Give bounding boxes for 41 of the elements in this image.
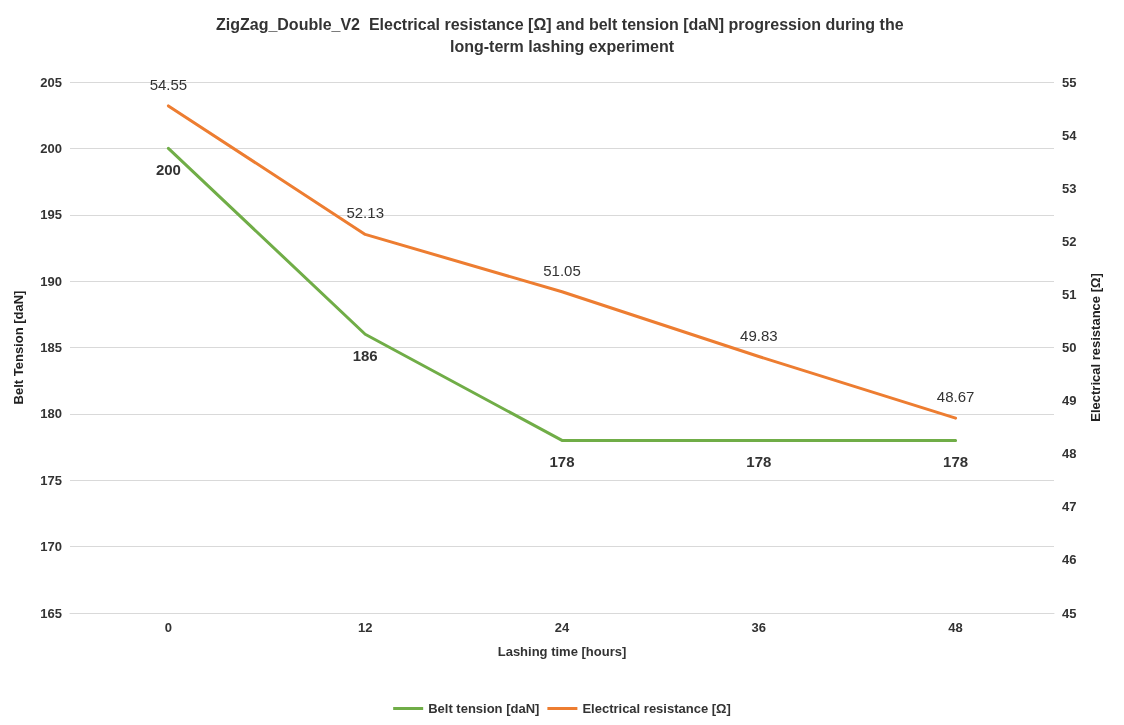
y2-tick-label: 46 xyxy=(1062,552,1077,568)
data-label: 51.05 xyxy=(543,261,581,279)
y-tick-label: 170 xyxy=(40,539,62,555)
y2-tick-label: 55 xyxy=(1062,74,1077,90)
y-tick-label: 180 xyxy=(40,406,62,422)
data-label: 52.13 xyxy=(346,204,384,222)
y2-tick-label: 49 xyxy=(1062,393,1077,409)
x-tick-label: 36 xyxy=(751,620,767,635)
data-label: 48.67 xyxy=(936,388,975,406)
chart-title: ZigZag_Double_V2 Electrical resistance [Ω] and belt tension [daN] progression during the long-term lashing experiment xyxy=(215,15,909,55)
y2-tick-label: 54 xyxy=(1062,127,1078,143)
legend-label: Electrical resistance [Ω] xyxy=(582,701,731,716)
y-tick-label: 175 xyxy=(40,472,62,488)
y2-tick-label: 52 xyxy=(1062,233,1077,249)
x-tick-label: 24 xyxy=(554,620,570,635)
y2-axis-title: Electrical resistance [Ω] xyxy=(1088,273,1103,422)
y-tick-label: 190 xyxy=(40,273,62,289)
x-tick-label: 0 xyxy=(164,620,173,635)
y2-tick-label: 53 xyxy=(1062,180,1077,196)
y-tick-label: 200 xyxy=(40,140,62,156)
x-axis-title: Lashing time [hours] xyxy=(497,644,627,659)
y2-tick-label: 50 xyxy=(1062,340,1077,355)
legend-label: Belt tension [daN] xyxy=(428,701,540,716)
y-tick-label: 185 xyxy=(40,340,62,355)
x-tick-label: 12 xyxy=(357,620,373,635)
data-label: 49.83 xyxy=(740,326,778,344)
y-tick-label: 165 xyxy=(40,605,62,621)
data-label: 54.55 xyxy=(149,75,188,93)
y-tick-label: 195 xyxy=(40,207,62,223)
data-label: 186 xyxy=(352,347,378,365)
x-tick-label: 48 xyxy=(948,620,963,635)
data-label: 200 xyxy=(155,161,181,179)
y2-tick-label: 45 xyxy=(1062,605,1077,621)
data-label: 178 xyxy=(549,453,575,471)
y-tick-label: 205 xyxy=(40,74,62,90)
y2-tick-label: 47 xyxy=(1062,499,1077,515)
data-label: 178 xyxy=(746,453,772,471)
y2-tick-label: 51 xyxy=(1062,286,1077,302)
data-label: 178 xyxy=(943,453,969,471)
y-axis-title: Belt Tension [daN] xyxy=(11,290,26,405)
y2-tick-label: 48 xyxy=(1062,446,1077,462)
